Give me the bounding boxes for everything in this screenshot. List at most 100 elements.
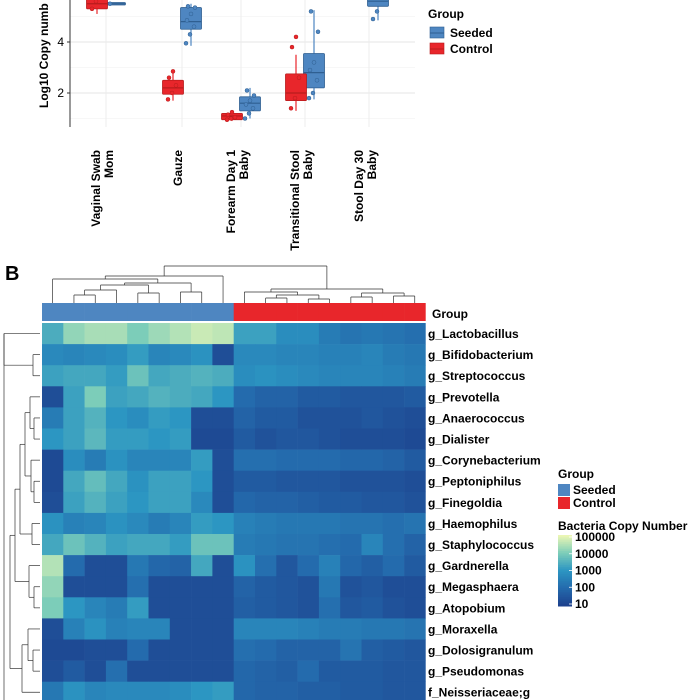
- group-bar-cell: [105, 303, 128, 321]
- row-label: g_Bifidobacterium: [428, 348, 533, 362]
- legend-gradient-step: [558, 561, 572, 564]
- data-point: [307, 67, 313, 73]
- boxplot-boxes: [86, 0, 389, 123]
- legend-gradient-step: [558, 550, 572, 554]
- heatmap-cell: [63, 449, 85, 471]
- heatmap-cell: [255, 576, 277, 598]
- heatmap-cell: [84, 449, 107, 471]
- heatmap-cell: [318, 618, 341, 640]
- heatmap-cell: [382, 428, 405, 450]
- group-bar-cell: [361, 303, 384, 321]
- legend-scale-title: Bacteria Copy Number: [558, 519, 688, 533]
- heatmap-cell: [148, 449, 171, 471]
- heatmap-cell: [148, 660, 171, 682]
- heatmap-cell: [191, 386, 213, 408]
- heatmap-cell: [297, 576, 320, 598]
- heatmap-cell: [42, 534, 64, 556]
- heatmap-cell: [42, 491, 64, 514]
- heatmap-cell: [255, 344, 277, 366]
- heatmap-cell: [191, 555, 213, 577]
- boxplot-y-axis: 24: [57, 35, 70, 100]
- heatmap-cell: [318, 470, 341, 493]
- heatmap-cell: [63, 491, 85, 514]
- heatmap-cell: [382, 534, 405, 556]
- heatmap-cell: [169, 639, 192, 661]
- heatmap-cell: [233, 681, 256, 700]
- heatmap-cell: [42, 365, 64, 387]
- heatmap-cell: [233, 344, 256, 366]
- legend-gradient-step: [558, 558, 572, 561]
- heatmap-cell: [318, 386, 341, 408]
- heatmap-cell: [382, 576, 405, 598]
- heatmap-cell: [297, 428, 320, 450]
- heatmap-cell: [255, 534, 277, 556]
- row-label: g_Pseudomonas: [428, 665, 524, 679]
- data-point: [308, 9, 314, 14]
- heatmap-cell: [233, 491, 256, 514]
- heatmap-cell: [297, 449, 320, 471]
- row-label: g_Lactobacillus: [428, 327, 519, 341]
- heatmap-cell: [297, 365, 320, 387]
- heatmap-cell: [340, 555, 362, 577]
- heatmap-cell: [191, 365, 213, 387]
- heatmap-row-labels: g_Lactobacillus g_Bifidobacterium g_Strept…: [428, 327, 541, 700]
- heatmap-cell: [404, 449, 426, 471]
- heatmap-cell: [404, 660, 426, 682]
- data-point: [250, 106, 256, 111]
- heatmap-cell: [191, 512, 213, 535]
- data-point: [188, 11, 194, 17]
- heatmap-cell: [127, 470, 149, 493]
- heatmap-cell: [212, 660, 234, 682]
- heatmap-cell: [276, 491, 298, 514]
- heatmap-cell: [255, 618, 277, 640]
- heatmap-cell: [212, 618, 234, 640]
- heatmap-cell: [84, 323, 107, 345]
- heatmap-cell: [105, 386, 128, 408]
- heatmap-cell: [169, 512, 192, 535]
- heatmap-cell: [212, 449, 234, 471]
- legend-gradient-step: [558, 604, 572, 607]
- legend-gradient-step: [558, 574, 572, 577]
- heatmap-cell: [382, 491, 405, 514]
- heatmap-cell: [382, 407, 405, 429]
- heatmap-cell: [84, 407, 107, 429]
- heatmap-cell: [212, 323, 234, 345]
- heatmap-cell: [105, 449, 128, 471]
- heatmap-cell: [297, 660, 320, 682]
- legend-gradient-step: [558, 568, 572, 571]
- heatmap-cell: [42, 639, 64, 661]
- heatmap-cell: [340, 386, 362, 408]
- row-label: g_Finegoldia: [428, 496, 502, 510]
- heatmap-cell: [297, 512, 320, 535]
- legend-gradient-step: [558, 545, 572, 548]
- data-point: [251, 93, 257, 98]
- heatmap-cell: [169, 576, 192, 598]
- row-label: g_Atopobium: [428, 601, 505, 615]
- legend-gradient-step: [558, 563, 572, 566]
- heatmap-cell: [127, 386, 149, 408]
- heatmap-cell: [42, 555, 64, 577]
- heatmap-cell: [169, 491, 192, 514]
- heatmap-cell: [169, 555, 192, 577]
- heatmap-cell: [361, 618, 384, 640]
- legend-gradient-step: [558, 575, 572, 579]
- heatmap-cell: [212, 344, 234, 366]
- data-point: [169, 90, 175, 96]
- heatmap-cell: [42, 344, 64, 366]
- row-label: g_Haemophilus: [428, 517, 518, 531]
- heatmap-cell: [42, 512, 64, 535]
- heatmap-cell: [340, 681, 362, 700]
- heatmap-cell: [233, 512, 256, 535]
- heatmap-cell: [340, 449, 362, 471]
- data-point: [191, 24, 197, 29]
- heatmap-cell: [404, 681, 426, 700]
- data-point: [242, 116, 248, 121]
- heatmap-cell: [191, 576, 213, 598]
- heatmap-cell: [318, 597, 341, 619]
- heatmap-cell: [191, 344, 213, 366]
- heatmap-cell: [105, 512, 128, 535]
- x-tick-label: Gauze: [171, 150, 185, 186]
- heatmap-cell: [340, 491, 362, 514]
- heatmap-cell: [233, 555, 256, 577]
- heatmap-cell: [105, 344, 128, 366]
